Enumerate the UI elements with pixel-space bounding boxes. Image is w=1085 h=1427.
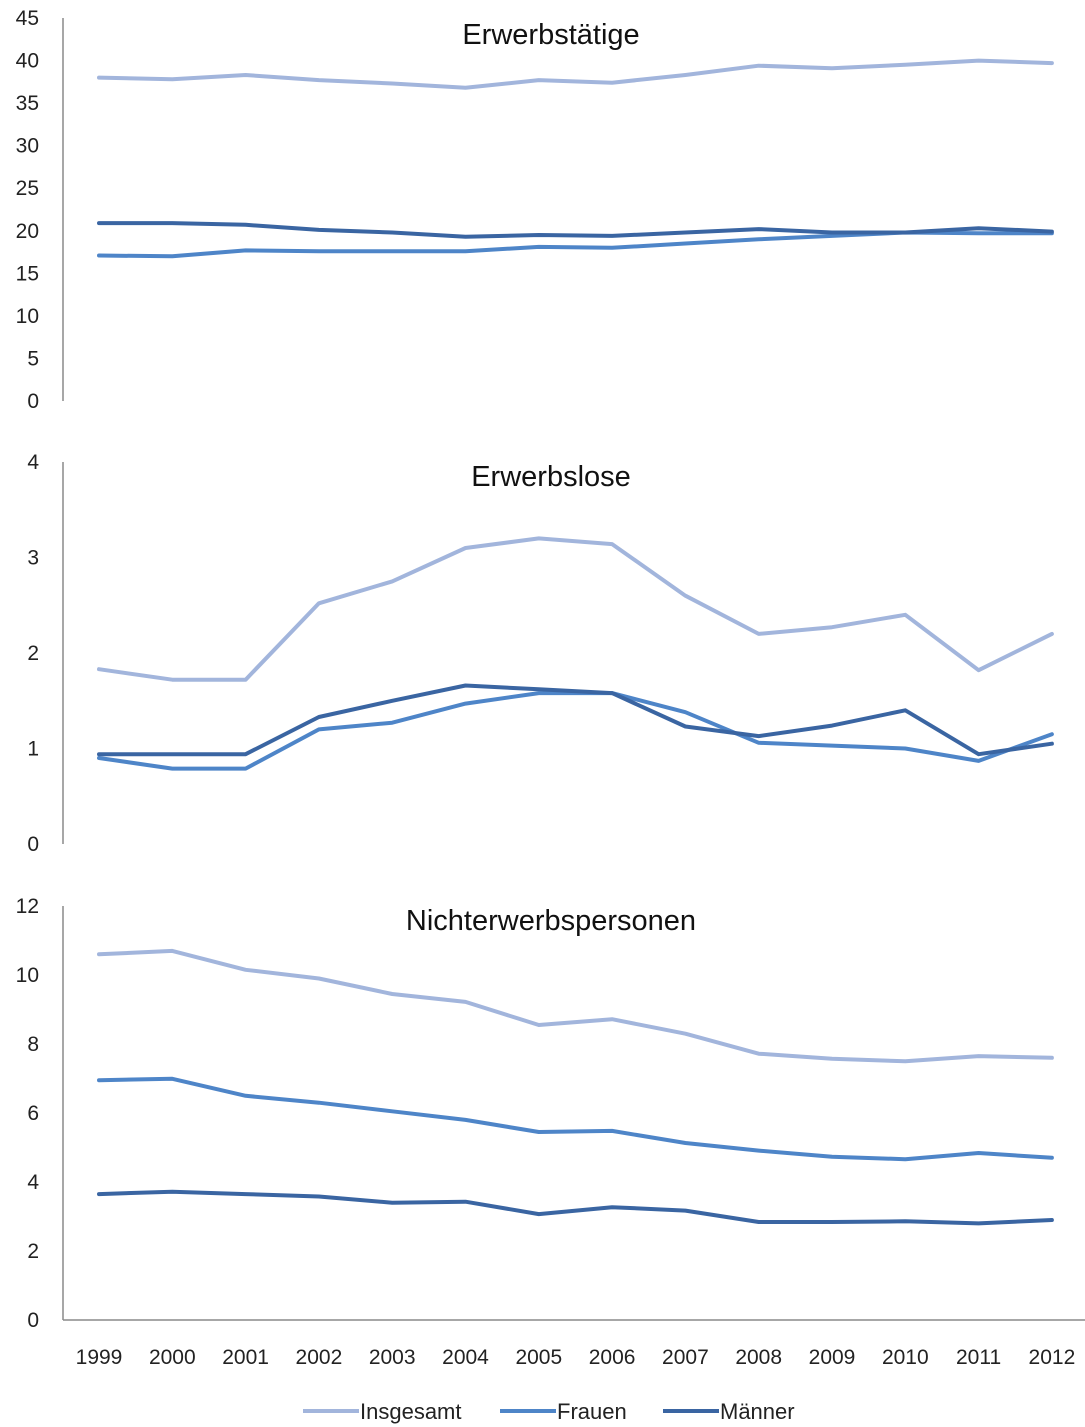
- x-tick-label: 2008: [735, 1346, 782, 1369]
- y-tick-label: 0: [27, 1309, 39, 1332]
- series-line-insgesamt: [97, 536, 1054, 682]
- series-line-frauen: [97, 691, 1054, 771]
- y-tick-label: 5: [27, 347, 39, 370]
- panel-title: Nichterwerbspersonen: [406, 905, 696, 937]
- y-tick-label: 20: [16, 220, 39, 243]
- y-tick-label: 35: [16, 92, 39, 115]
- legend-label: Frauen: [557, 1399, 627, 1424]
- y-tick-label: 6: [27, 1102, 39, 1125]
- series-line-manner: [97, 221, 1054, 239]
- y-tick-label: 8: [27, 1033, 39, 1056]
- legend-label: Insgesamt: [360, 1399, 462, 1424]
- legend-item-manner: Männer: [663, 1399, 795, 1424]
- x-tick-label: 2011: [956, 1346, 1001, 1369]
- y-tick-label: 10: [16, 964, 39, 987]
- y-tick-label: 1: [27, 738, 39, 761]
- y-tick-label: 25: [16, 177, 39, 200]
- x-tick-label: 2001: [222, 1346, 269, 1369]
- legend-item-insgesamt: Insgesamt: [303, 1399, 462, 1424]
- y-tick-label: 2: [27, 642, 39, 665]
- x-tick-label: 2007: [662, 1346, 709, 1369]
- series-line-insgesamt: [97, 948, 1054, 1064]
- y-tick-label: 15: [16, 262, 39, 285]
- x-tick-label: 1999: [76, 1346, 123, 1369]
- y-tick-label: 4: [27, 1171, 39, 1194]
- panel-title: Erwerbstätige: [462, 19, 639, 51]
- x-tick-label: 2009: [809, 1346, 856, 1369]
- y-tick-label: 3: [27, 547, 39, 570]
- x-tick-label: 2010: [882, 1346, 929, 1369]
- series-line-frauen: [97, 1076, 1054, 1162]
- legend-item-frauen: Frauen: [500, 1399, 627, 1424]
- y-tick-label: 30: [16, 135, 39, 158]
- series-line-manner: [97, 1189, 1054, 1226]
- x-tick-label: 2012: [1029, 1346, 1076, 1369]
- y-tick-label: 12: [16, 895, 39, 918]
- series-line-manner: [97, 683, 1054, 757]
- x-tick-label: 2006: [589, 1346, 636, 1369]
- y-tick-label: 10: [16, 305, 39, 328]
- y-tick-label: 0: [27, 833, 39, 856]
- x-tick-label: 2004: [442, 1346, 489, 1369]
- legend: Insgesamt Frauen Männer: [303, 1399, 795, 1424]
- x-tick-label: 2003: [369, 1346, 416, 1369]
- chart-panel-nichterwerbspersonen: 0 2 4 6 8 10 12 Nichterwerbspersonen: [16, 895, 1085, 1332]
- panel-title: Erwerbslose: [471, 461, 631, 493]
- legend-label: Männer: [720, 1399, 795, 1424]
- y-tick-label: 4: [27, 451, 39, 474]
- series-line-insgesamt: [97, 58, 1054, 90]
- x-tick-label: 2005: [515, 1346, 562, 1369]
- y-tick-label: 45: [16, 7, 39, 30]
- chart-panel-erwerbslose: 0 1 2 3 4 Erwerbslose: [27, 451, 1054, 856]
- y-tick-label: 40: [16, 50, 39, 73]
- x-axis-tick-labels: 1999 2000 2001 2002 2003 2004 2005 2006 2007 2008…: [76, 1346, 1076, 1369]
- x-tick-label: 2000: [149, 1346, 196, 1369]
- chart-panel-erwerbstatige: 0 5 10 15 20 25 30 35 40 45 Erwerbstätige: [16, 7, 1054, 413]
- x-tick-label: 2002: [296, 1346, 343, 1369]
- y-tick-label: 2: [27, 1240, 39, 1263]
- y-tick-label: 0: [27, 390, 39, 413]
